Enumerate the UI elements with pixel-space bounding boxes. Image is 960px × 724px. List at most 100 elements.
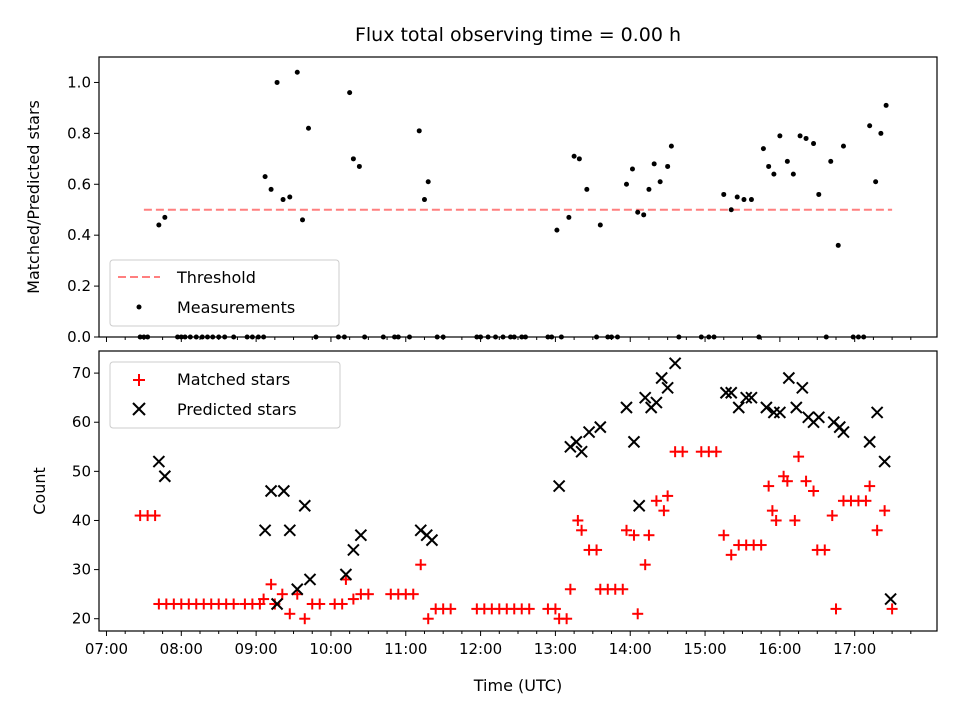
measurement-point xyxy=(341,334,347,340)
measurement-point xyxy=(597,222,603,228)
matched-star-point xyxy=(766,505,778,517)
ratio-y-tick-label: 1.0 xyxy=(67,73,91,91)
matched-star-point xyxy=(639,559,651,571)
measurement-point xyxy=(162,214,168,220)
measurement-point xyxy=(231,334,237,340)
measurement-point xyxy=(576,156,582,162)
measurement-point xyxy=(665,163,671,169)
predicted-star-point xyxy=(570,435,583,449)
matched-star-point xyxy=(572,514,584,526)
measurement-point xyxy=(280,197,286,203)
measurement-point xyxy=(558,334,564,340)
measurement-point xyxy=(274,79,280,85)
measurement-point xyxy=(651,161,657,167)
measurement-point xyxy=(823,334,829,340)
count-y-tick-label: 40 xyxy=(72,511,91,529)
matched-star-point xyxy=(149,510,161,522)
measurement-point xyxy=(721,191,727,197)
predicted-star-point xyxy=(719,386,733,399)
measurement-point xyxy=(187,334,193,340)
measurement-point xyxy=(828,158,834,164)
matched-star-point xyxy=(800,475,812,487)
matched-star-point xyxy=(628,529,640,541)
legend-predicted-label: Predicted stars xyxy=(177,400,297,419)
measurement-point xyxy=(204,334,210,340)
measurement-point xyxy=(623,181,629,187)
predicted-star-point xyxy=(796,381,809,395)
matched-star-point xyxy=(299,613,311,625)
matched-star-point xyxy=(793,451,805,463)
measurement-point xyxy=(335,334,341,340)
measurement-point xyxy=(771,171,777,177)
measurement-point xyxy=(554,227,560,233)
count-y-axis-label: Count xyxy=(30,467,49,515)
matched-star-point xyxy=(336,598,348,610)
measurement-point xyxy=(803,135,809,141)
predicted-star-point xyxy=(627,435,641,449)
predicted-star-point xyxy=(732,401,745,414)
legend-matched-label: Matched stars xyxy=(177,370,290,389)
measurement-point xyxy=(584,186,590,192)
measurement-point xyxy=(300,217,306,223)
measurement-point xyxy=(728,207,734,213)
matched-star-point xyxy=(781,475,793,487)
predicted-star-point xyxy=(277,484,291,498)
measurement-point xyxy=(440,334,446,340)
measurement-point xyxy=(500,334,506,340)
predicted-star-point xyxy=(638,391,652,404)
measurement-point xyxy=(485,334,491,340)
matched-star-point xyxy=(830,603,842,615)
ratio-y-tick-label: 0.4 xyxy=(67,226,91,244)
count-x-tick-label: 08:00 xyxy=(160,640,203,658)
matched-star-point xyxy=(718,529,730,541)
predicted-star-point xyxy=(283,524,297,537)
predicted-star-point xyxy=(594,420,607,434)
predicted-star-points xyxy=(152,357,897,611)
predicted-star-point xyxy=(158,470,172,483)
matched-star-points xyxy=(134,446,898,625)
count-y-tick-label: 70 xyxy=(72,364,91,382)
ratio-y-tick-label: 0.0 xyxy=(67,328,91,346)
measurement-point xyxy=(313,334,319,340)
legend-measurements-swatch xyxy=(136,304,142,310)
predicted-star-point xyxy=(339,568,353,581)
measurement-point xyxy=(855,334,861,340)
matched-star-point xyxy=(789,514,801,526)
matched-star-point xyxy=(591,544,603,556)
predicted-star-point xyxy=(790,401,803,414)
matched-star-point xyxy=(879,505,891,517)
predicted-star-point xyxy=(884,592,897,606)
matched-star-point xyxy=(576,524,588,536)
ratio-legend: Threshold Measurements xyxy=(109,259,340,327)
count-y-tick-label: 20 xyxy=(72,610,91,628)
measurement-point xyxy=(222,334,228,340)
count-panel: 20 30 40 50 60 70 07:00 08:00 09:00 10:00 11:00 12… xyxy=(30,350,938,695)
measurement-point xyxy=(261,334,267,340)
matched-star-point xyxy=(407,588,419,600)
count-x-tick-label: 07:00 xyxy=(85,640,128,658)
measurement-point xyxy=(594,334,600,340)
predicted-star-point xyxy=(347,543,360,557)
chart-title: Flux total observing time = 0.00 h xyxy=(355,24,681,46)
predicted-star-point xyxy=(620,401,633,414)
matched-star-point xyxy=(314,598,326,610)
predicted-star-point xyxy=(575,445,588,458)
legend-matched-swatch xyxy=(133,374,145,386)
count-x-tick-label: 15:00 xyxy=(683,640,726,658)
measurement-point xyxy=(255,334,261,340)
matched-star-point xyxy=(770,514,782,526)
matched-star-point xyxy=(228,598,240,610)
measurement-point xyxy=(210,334,216,340)
measurement-point xyxy=(306,125,311,131)
measurement-point xyxy=(356,163,362,169)
matched-star-point xyxy=(650,495,662,507)
measurement-point xyxy=(741,197,747,203)
ratio-legend-frame xyxy=(109,259,340,327)
matched-star-point xyxy=(763,480,775,492)
predicted-star-point xyxy=(812,411,825,424)
matched-star-point xyxy=(561,613,573,625)
matched-star-point xyxy=(643,529,655,541)
measurement-point xyxy=(657,179,663,185)
measurement-point xyxy=(474,334,480,340)
predicted-star-point xyxy=(837,425,850,439)
